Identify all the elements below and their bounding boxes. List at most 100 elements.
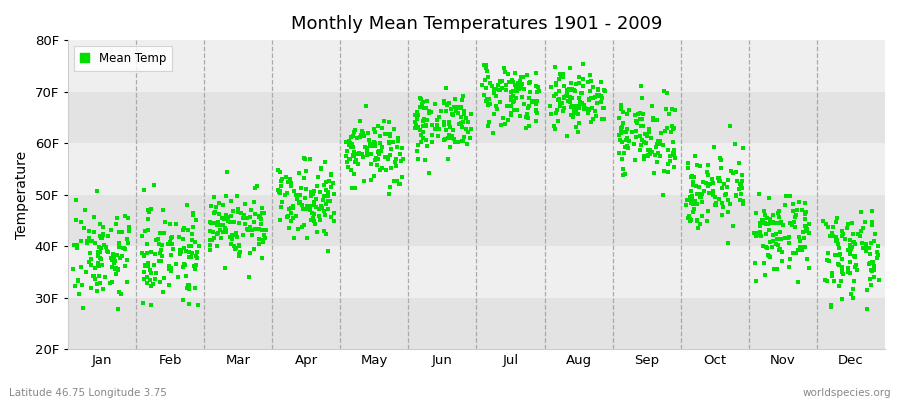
Point [487, 90, 501, 96]
Point [798, 210, 813, 217]
Point [825, 230, 840, 236]
Point [691, 225, 706, 231]
Point [829, 234, 843, 240]
Point [843, 246, 858, 252]
Point [847, 278, 861, 284]
Point [458, 126, 473, 132]
Point [560, 90, 574, 97]
Point [219, 226, 233, 233]
Point [180, 202, 194, 208]
Point [634, 133, 648, 140]
Point [378, 131, 392, 137]
Point [410, 108, 425, 115]
Point [252, 241, 266, 247]
Point [436, 100, 451, 106]
Point [821, 224, 835, 230]
Point [356, 133, 371, 140]
Point [155, 242, 169, 248]
Point [681, 160, 696, 166]
Point [364, 143, 378, 149]
Point [287, 188, 302, 194]
Point [865, 258, 879, 265]
Point [501, 79, 516, 85]
Point [137, 187, 151, 193]
Point [634, 95, 649, 101]
Point [562, 65, 577, 71]
Point [86, 273, 100, 279]
Point [734, 181, 748, 188]
Point [321, 198, 336, 204]
Point [154, 246, 168, 253]
Point [577, 106, 591, 112]
Point [94, 262, 109, 268]
Point [686, 179, 700, 185]
Point [347, 158, 362, 165]
Point [683, 200, 698, 207]
Point [708, 200, 723, 206]
Point [788, 249, 803, 256]
Point [644, 146, 658, 153]
Point [661, 147, 675, 154]
Point [346, 151, 360, 158]
Point [506, 92, 520, 99]
Point [278, 174, 293, 180]
Point [143, 270, 157, 276]
Point [867, 263, 881, 269]
Point [367, 139, 382, 145]
Point [864, 267, 878, 274]
Point [495, 78, 509, 84]
Point [637, 152, 652, 159]
Point [220, 228, 234, 235]
Point [417, 104, 431, 111]
Point [93, 280, 107, 286]
Point [549, 80, 563, 86]
Point [204, 203, 219, 210]
Point [284, 182, 298, 189]
Point [91, 249, 105, 256]
Point [371, 122, 385, 129]
Point [286, 202, 301, 209]
Point [482, 74, 496, 80]
Point [69, 216, 84, 223]
Point [418, 123, 433, 129]
Point [233, 248, 248, 255]
Point [185, 224, 200, 231]
Point [443, 124, 457, 130]
Point [835, 264, 850, 270]
Point [783, 255, 797, 262]
Point [408, 124, 422, 131]
Point [94, 262, 108, 268]
Point [721, 208, 735, 215]
Point [753, 220, 768, 226]
Point [734, 197, 748, 204]
Point [303, 156, 318, 162]
Point [484, 83, 499, 89]
Point [640, 133, 654, 140]
Point [164, 234, 178, 241]
Point [507, 98, 521, 104]
Point [351, 150, 365, 156]
Point [85, 256, 99, 262]
Point [441, 156, 455, 162]
Point [104, 255, 118, 262]
Point [252, 236, 266, 242]
Point [712, 196, 726, 202]
Point [522, 80, 536, 86]
Point [754, 220, 769, 226]
Point [512, 113, 526, 119]
Point [641, 152, 655, 158]
Point [701, 172, 716, 178]
Point [342, 142, 356, 148]
Point [790, 207, 805, 214]
Point [410, 156, 425, 162]
Point [435, 108, 449, 114]
Point [666, 126, 680, 132]
Point [236, 232, 250, 238]
Point [511, 86, 526, 92]
Point [381, 156, 395, 162]
Point [94, 245, 109, 252]
Point [317, 228, 331, 234]
Point [189, 262, 203, 268]
Point [479, 98, 493, 105]
Point [594, 95, 608, 101]
